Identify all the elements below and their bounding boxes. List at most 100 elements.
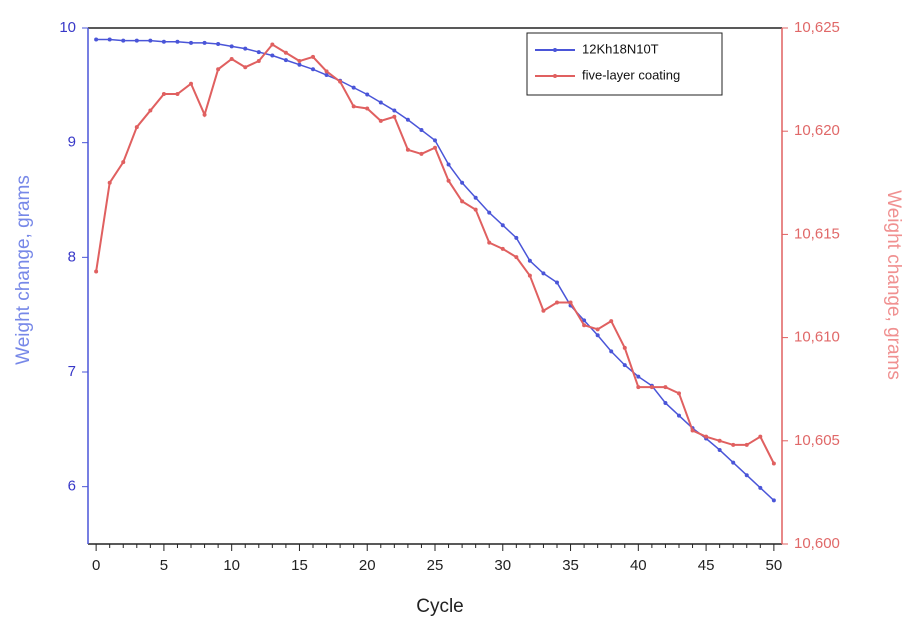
series-marker	[134, 125, 139, 130]
series-marker	[107, 180, 112, 185]
x-tick-label: 5	[160, 557, 168, 574]
series-marker	[229, 44, 234, 49]
series-marker	[148, 38, 153, 43]
series-marker	[256, 59, 261, 64]
series-marker	[541, 308, 546, 313]
x-tick-label: 20	[359, 557, 376, 574]
series-marker	[595, 327, 600, 332]
series-marker	[392, 114, 397, 119]
legend-marker	[553, 48, 557, 52]
y2-axis-label: Weight change, grams	[883, 190, 904, 380]
series-marker	[446, 178, 451, 183]
series-marker	[568, 300, 573, 305]
series-line	[96, 38, 775, 501]
series-marker	[771, 461, 776, 466]
series-marker	[229, 56, 234, 61]
series-marker	[175, 92, 180, 97]
series-marker	[419, 151, 424, 156]
series-marker	[622, 345, 627, 350]
series-marker	[161, 92, 166, 97]
series-marker	[609, 349, 614, 354]
legend-marker	[553, 74, 557, 78]
series-marker	[297, 62, 302, 67]
series-marker	[419, 128, 424, 133]
y-tick-label: 6	[68, 478, 76, 495]
series-marker	[758, 434, 763, 439]
series-marker	[121, 160, 126, 165]
series-line	[95, 43, 775, 464]
series-marker	[283, 50, 288, 55]
series-marker	[744, 442, 749, 447]
series-marker	[405, 147, 410, 152]
y-tick-label: 7	[68, 363, 76, 380]
series-marker	[717, 438, 722, 443]
series-marker	[94, 37, 99, 42]
x-tick-label: 25	[427, 557, 444, 574]
series-marker	[554, 280, 559, 285]
series-marker	[527, 273, 532, 278]
y-tick-label: 9	[68, 134, 76, 151]
series-marker	[500, 223, 505, 228]
x-tick-label: 50	[766, 557, 783, 574]
series-marker	[744, 473, 749, 478]
legend-box	[526, 32, 723, 96]
series-marker	[243, 46, 248, 51]
series-marker	[283, 58, 288, 63]
series-marker	[460, 199, 465, 204]
series-marker	[433, 138, 437, 143]
series-marker	[663, 400, 668, 405]
series-marker	[365, 106, 370, 111]
series-marker	[324, 73, 329, 78]
y-tick-label: 10	[59, 19, 76, 36]
series-marker	[365, 92, 370, 97]
series-marker	[121, 38, 126, 43]
series-marker	[731, 442, 736, 447]
x-tick-label: 30	[494, 557, 511, 574]
x-tick-label: 10	[223, 557, 240, 574]
y2-tick-label: 10,620	[794, 122, 840, 139]
series-marker	[189, 81, 194, 86]
series-marker	[202, 112, 207, 117]
x-tick-label: 40	[630, 557, 647, 574]
series-marker	[338, 79, 343, 84]
x-tick-label: 45	[698, 557, 715, 574]
series-marker	[514, 255, 519, 260]
series-marker	[324, 69, 329, 74]
series-marker	[473, 207, 478, 212]
series-marker	[351, 85, 356, 90]
x-tick-label: 35	[562, 557, 579, 574]
series-marker	[758, 485, 763, 490]
legend-label: five-layer coating	[582, 67, 680, 82]
y2-tick-label: 10,600	[794, 535, 840, 552]
series-marker	[351, 104, 356, 109]
series-marker	[148, 108, 153, 113]
series-marker	[243, 65, 248, 70]
legend-label: 12Kh18N10T	[582, 41, 659, 56]
series-marker	[311, 54, 316, 59]
series-marker	[107, 37, 112, 42]
series-marker	[94, 269, 99, 274]
series-marker	[392, 108, 397, 113]
series-marker	[433, 145, 437, 150]
series-marker	[554, 300, 559, 305]
y2-tick-label: 10,615	[794, 225, 840, 242]
series-marker	[270, 42, 275, 47]
series-marker	[297, 59, 302, 64]
series-marker	[202, 40, 207, 45]
series-marker	[134, 38, 139, 43]
series-marker	[541, 271, 546, 276]
series-marker	[378, 118, 383, 123]
series-marker	[527, 258, 532, 263]
series-marker	[256, 50, 261, 55]
series-marker	[676, 391, 681, 396]
series-marker	[595, 333, 600, 338]
series-marker	[622, 363, 627, 368]
series-marker	[270, 53, 275, 58]
series-marker	[487, 240, 492, 245]
series-marker	[663, 385, 668, 390]
x-tick-label: 0	[92, 557, 100, 574]
y-tick-label: 8	[68, 248, 76, 265]
series-marker	[514, 235, 519, 240]
series-marker	[609, 319, 614, 324]
